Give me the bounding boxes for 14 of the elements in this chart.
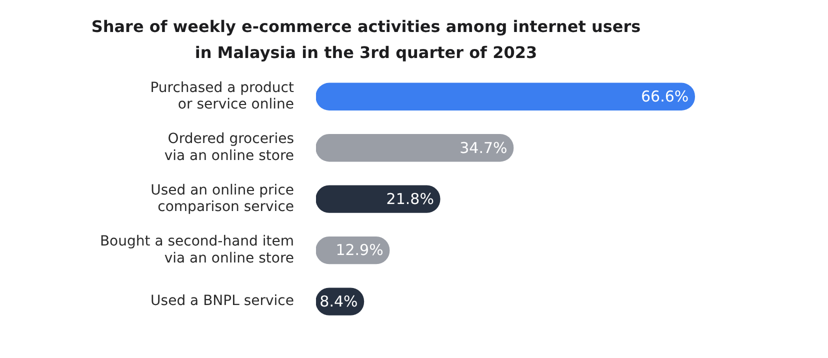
data-label: 66.6% [641, 88, 689, 106]
bar [316, 134, 514, 162]
bar [316, 82, 695, 110]
y-tick-label: Ordered groceries via an online store [164, 131, 294, 164]
data-label: 21.8% [386, 190, 434, 208]
bar [316, 185, 440, 213]
y-tick-label: Bought a second-hand item via an online store [100, 234, 294, 266]
data-label: 34.7% [460, 138, 508, 157]
y-tick-label: Used a BNPL service [150, 293, 294, 310]
data-label: 8.4% [320, 292, 358, 310]
y-tick-label: Purchased a product or service online [150, 80, 294, 113]
y-tick-label: Used an online price comparison service [150, 182, 294, 216]
chart-title: Share of weekly e-commerce activities among internet users in Malaysia in the 3rd quarter of 2023 [90, 16, 642, 64]
data-label: 12.9% [336, 241, 384, 260]
